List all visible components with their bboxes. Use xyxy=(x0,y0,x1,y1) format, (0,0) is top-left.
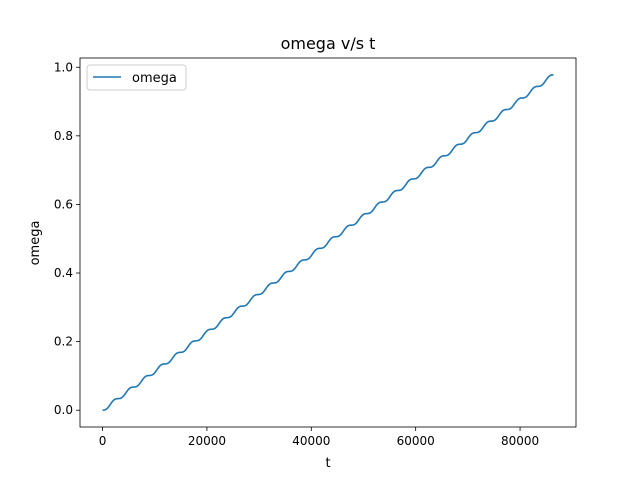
plot-frame xyxy=(79,57,577,428)
x-tick-label: 60000 xyxy=(397,434,435,448)
plot-area xyxy=(79,57,577,428)
y-tick-label: 0.0 xyxy=(54,403,73,417)
y-tick-label: 0.6 xyxy=(54,197,73,211)
legend-entry-omega: omega xyxy=(132,71,177,86)
y-tick-label: 0.4 xyxy=(54,266,73,280)
y-axis-ticks: 0.0 0.2 0.4 0.6 0.8 1.0 xyxy=(54,60,80,417)
chart-title: omega v/s t xyxy=(281,34,376,53)
x-axis-ticks: 0 20000 40000 60000 80000 xyxy=(99,427,539,448)
series-line-omega xyxy=(102,74,554,411)
x-tick-label: 40000 xyxy=(292,434,330,448)
x-axis-label: t xyxy=(325,456,330,471)
y-tick-label: 0.8 xyxy=(54,129,73,143)
y-tick-label: 1.0 xyxy=(54,60,73,74)
x-tick-label: 0 xyxy=(99,434,107,448)
y-tick-label: 0.2 xyxy=(54,335,73,349)
legend: omega xyxy=(86,64,187,91)
x-tick-label: 20000 xyxy=(188,434,226,448)
y-axis-label: omega xyxy=(28,221,43,266)
x-tick-label: 80000 xyxy=(501,434,539,448)
legend-box xyxy=(86,64,187,91)
